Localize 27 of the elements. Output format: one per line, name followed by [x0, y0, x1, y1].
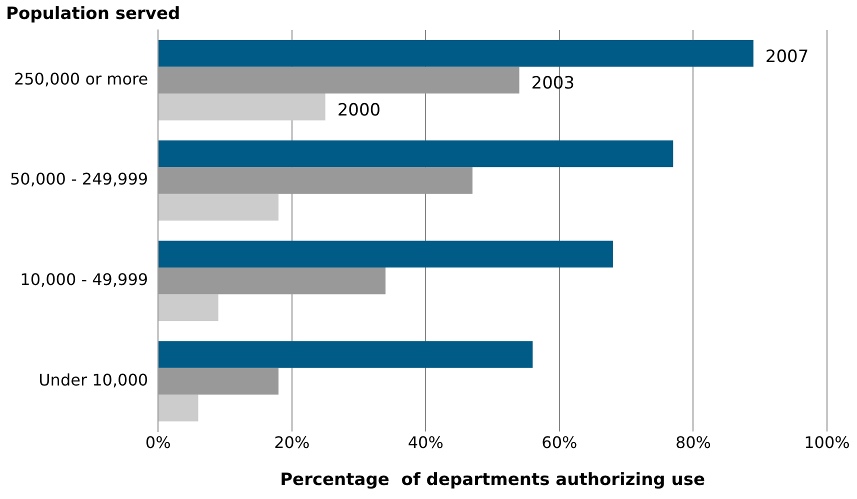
- y-tick-label: 10,000 - 49,999: [20, 270, 148, 290]
- bar: [158, 167, 472, 194]
- x-tick-label: 60%: [542, 433, 578, 452]
- x-tick-label: 20%: [274, 433, 310, 452]
- bar: [158, 240, 613, 268]
- bar: [158, 341, 533, 368]
- bar: [158, 394, 198, 422]
- y-tick-label: 250,000 or more: [14, 69, 148, 88]
- y-tick-label: 50,000 - 249,999: [10, 170, 148, 189]
- x-axis-title: Percentage of departments authorizing use: [280, 470, 706, 490]
- bar: [158, 40, 754, 67]
- x-tick-label: 100%: [804, 433, 850, 452]
- bar: [158, 66, 520, 94]
- series-label: 2000: [337, 100, 381, 120]
- bar: [158, 94, 326, 120]
- bar: [158, 267, 386, 294]
- x-tick-label: 80%: [675, 433, 711, 452]
- bar: [158, 140, 674, 168]
- bar: [158, 368, 278, 395]
- bar: [158, 194, 278, 221]
- y-tick-label: Under 10,000: [38, 370, 148, 390]
- x-tick-label: 40%: [408, 433, 444, 452]
- y-axis-title: Population served: [6, 4, 180, 24]
- series-label: 2003: [531, 74, 575, 94]
- series-label: 2007: [765, 46, 809, 67]
- bar: [158, 294, 218, 322]
- x-tick-label: 0%: [145, 433, 171, 452]
